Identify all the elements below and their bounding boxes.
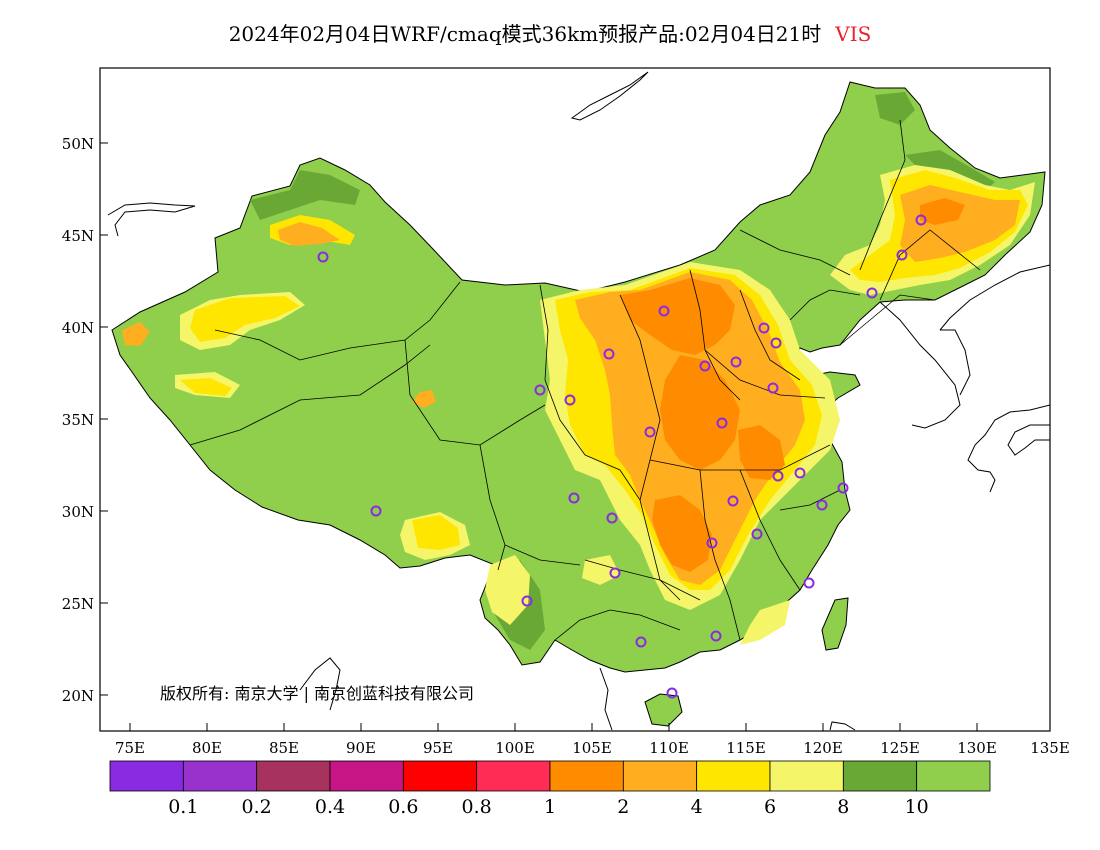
station-markers xyxy=(317,214,927,699)
legend-swatch xyxy=(549,760,624,792)
legend-swatch xyxy=(476,760,551,792)
taiwan-island xyxy=(821,597,849,651)
lon-label: 135E xyxy=(1030,739,1070,757)
lon-label: 95E xyxy=(423,739,453,757)
legend-label: 8 xyxy=(837,796,849,818)
legend-label: 2 xyxy=(617,796,629,818)
neighbor-coastlines xyxy=(107,71,1050,731)
legend-swatch xyxy=(109,760,184,792)
visibility-orange xyxy=(620,198,965,572)
title-variable: VIS xyxy=(835,22,872,46)
legend-swatch xyxy=(622,760,698,792)
legend-label: 0.4 xyxy=(315,796,345,818)
lon-label: 115E xyxy=(726,739,766,757)
lon-label: 75E xyxy=(115,739,145,757)
lon-label: 85E xyxy=(269,739,299,757)
legend-label: 0.6 xyxy=(388,796,418,818)
lat-label: 35N xyxy=(62,411,94,429)
legend-swatch xyxy=(402,760,478,792)
legend-label: 10 xyxy=(905,796,929,818)
lat-label: 40N xyxy=(62,319,94,337)
lon-label: 80E xyxy=(192,739,222,757)
lon-label: 90E xyxy=(346,739,376,757)
legend-label: 1 xyxy=(544,796,556,818)
legend-labels: 0.1 0.2 0.4 0.6 0.8 1 2 4 6 8 10 xyxy=(168,796,929,818)
legend-colorbar xyxy=(109,760,991,792)
legend-label: 0.8 xyxy=(462,796,492,818)
legend-label: 0.1 xyxy=(168,796,198,818)
lat-ticks xyxy=(100,142,108,696)
lat-label: 25N xyxy=(62,595,94,613)
hainan-island xyxy=(644,693,683,727)
legend-swatch xyxy=(916,760,991,792)
title-main: 2024年02月04日WRF/cmaq模式36km预报产品:02月04日21时 xyxy=(228,22,822,46)
legend-label: 6 xyxy=(764,796,776,818)
legend-swatch xyxy=(842,760,918,792)
lon-label: 105E xyxy=(572,739,612,757)
lat-label: 20N xyxy=(62,687,94,705)
lat-label: 45N xyxy=(62,227,94,245)
lon-label: 120E xyxy=(803,739,843,757)
copyright-text: 版权所有: 南京大学 | 南京创蓝科技有限公司 xyxy=(160,684,475,703)
lat-label: 50N xyxy=(62,135,94,153)
lon-label: 130E xyxy=(957,739,997,757)
legend-swatch xyxy=(182,760,258,792)
legend-swatch xyxy=(696,760,771,792)
map-title: 2024年02月04日WRF/cmaq模式36km预报产品:02月04日21时 V… xyxy=(0,18,1100,47)
lon-label: 125E xyxy=(880,739,920,757)
lon-label: 100E xyxy=(495,739,535,757)
lon-label: 110E xyxy=(649,739,689,757)
lat-label: 30N xyxy=(62,503,94,521)
legend-swatch xyxy=(769,760,844,792)
legend-swatch xyxy=(329,760,404,792)
lon-labels: 75E 80E 85E 90E 95E 100E 105E 110E 115E … xyxy=(115,739,1070,757)
province-boundaries xyxy=(189,119,981,641)
map-frame xyxy=(99,67,1051,732)
lon-ticks xyxy=(129,723,978,731)
legend-label: 4 xyxy=(691,796,703,818)
legend-label: 0.2 xyxy=(242,796,272,818)
legend-swatch xyxy=(256,760,331,792)
lat-labels: 50N 45N 40N 35N 30N 25N 20N xyxy=(62,135,94,705)
